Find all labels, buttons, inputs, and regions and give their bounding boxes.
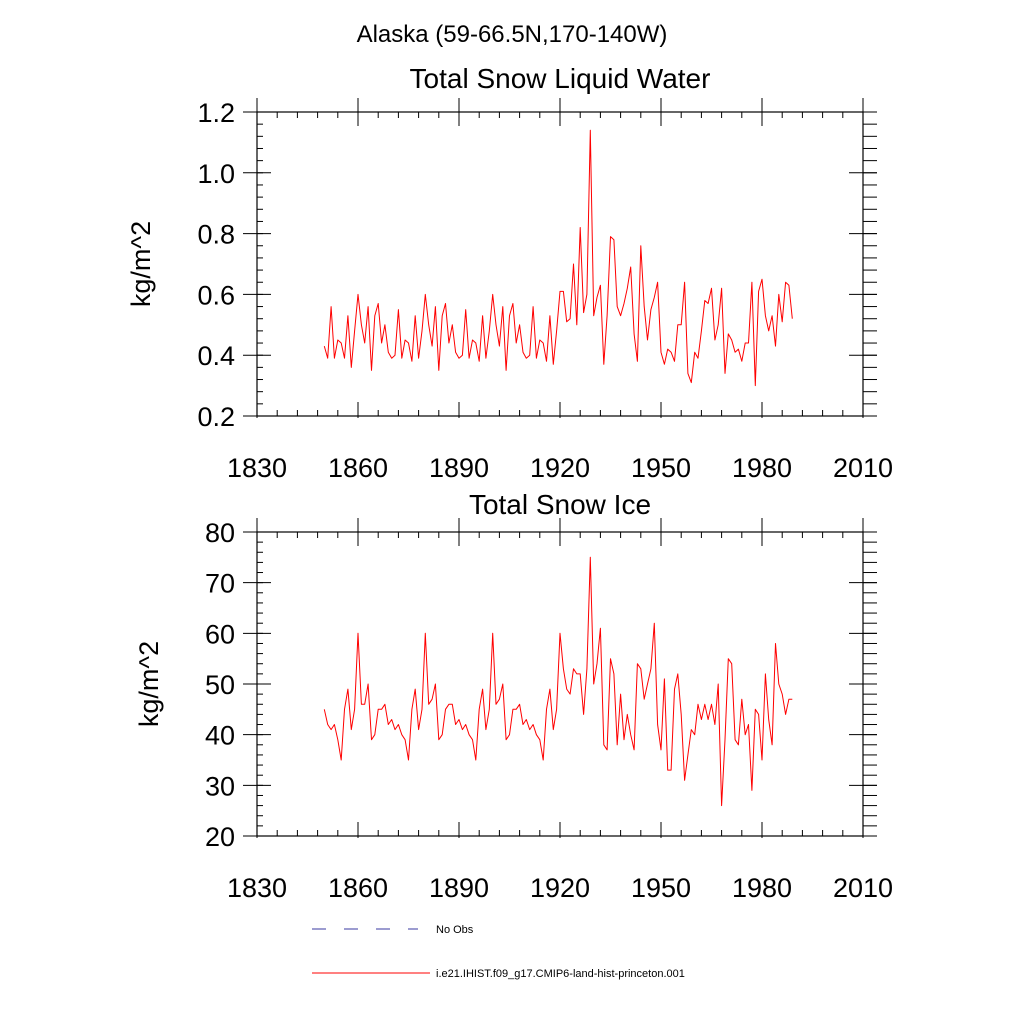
- x-tick-label: 1950: [631, 873, 691, 903]
- x-tick-label: 1830: [227, 873, 287, 903]
- y-tick-label: 0.8: [197, 220, 235, 250]
- x-tick-label: 2010: [833, 453, 893, 483]
- series-line: [323, 129, 793, 387]
- y-axis-label: kg/m^2: [126, 221, 156, 307]
- x-tick-label: 1980: [732, 873, 792, 903]
- legend: No Obs i.e21.IHIST.f09_g17.CMIP6-land-hi…: [312, 924, 685, 980]
- y-tick-label: 60: [205, 619, 235, 649]
- y-tick-label: 40: [205, 721, 235, 751]
- y-tick-label: 1.2: [197, 98, 235, 128]
- panel-snow-ice: Total Snow Ice 1830 1860 1890 1920 1950 1980 20…: [134, 489, 893, 903]
- x-tick-label: 1920: [530, 873, 590, 903]
- y-tick-label: 20: [205, 822, 235, 852]
- plot-frame: [256, 531, 864, 837]
- x-tick-label: 1950: [631, 453, 691, 483]
- x-tick-label: 1890: [429, 873, 489, 903]
- y-tick-label: 1.0: [197, 159, 235, 189]
- x-tick-label: 1860: [328, 873, 388, 903]
- y-tick-label: 0.4: [197, 341, 235, 371]
- panel-liquid-water: Total Snow Liquid Water 1830 1860 1890 1920 1…: [126, 63, 893, 483]
- chart-title: Total Snow Liquid Water: [410, 63, 711, 94]
- plot-frame: [256, 111, 864, 417]
- legend-label-no-obs: No Obs: [436, 924, 474, 936]
- y-axis-label: kg/m^2: [134, 641, 164, 727]
- y-tick-label: 80: [205, 518, 235, 548]
- x-tick-label: 2010: [833, 873, 893, 903]
- page-title: Alaska (59-66.5N,170-140W): [357, 21, 668, 48]
- chart-title: Total Snow Ice: [469, 489, 651, 520]
- y-tick-label: 0.6: [197, 280, 235, 310]
- y-tick-label: 50: [205, 670, 235, 700]
- x-tick-label: 1980: [732, 453, 792, 483]
- y-tick-label: 0.2: [197, 402, 235, 432]
- x-tick-label: 1890: [429, 453, 489, 483]
- series-line: [323, 556, 793, 807]
- x-tick-label: 1830: [227, 453, 287, 483]
- legend-label-model: i.e21.IHIST.f09_g17.CMIP6-land-hist-prin…: [436, 968, 685, 980]
- y-tick-label: 30: [205, 771, 235, 801]
- y-tick-label: 70: [205, 569, 235, 599]
- x-tick-label: 1920: [530, 453, 590, 483]
- x-tick-label: 1860: [328, 453, 388, 483]
